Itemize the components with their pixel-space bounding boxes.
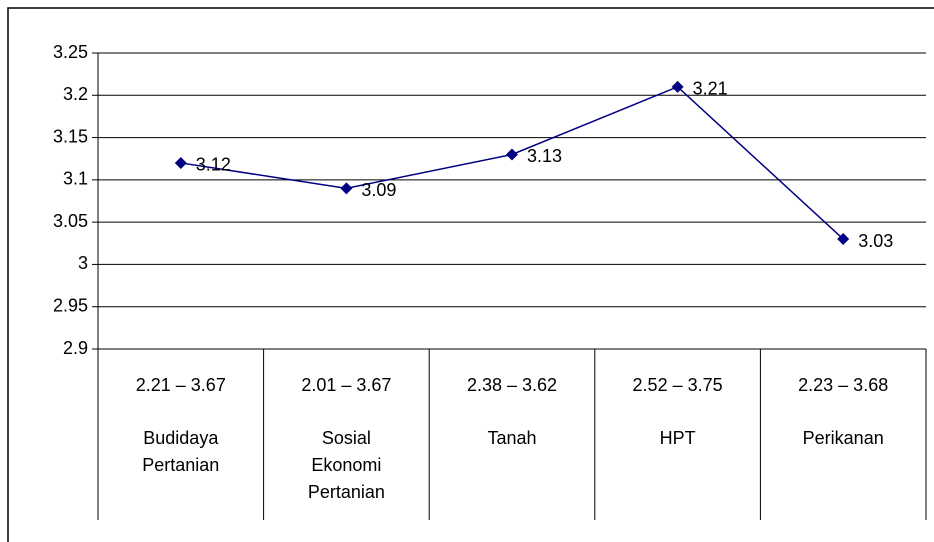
category-range: 2.21 – 3.67 <box>136 375 226 395</box>
y-tick-label: 3.1 <box>63 169 88 189</box>
y-tick-label: 3.05 <box>53 211 88 231</box>
point <box>506 148 518 161</box>
series-line <box>180 85 844 240</box>
category-range: 2.52 – 3.75 <box>633 375 723 395</box>
point <box>174 156 187 169</box>
x-tick-label: Tanah <box>487 428 537 448</box>
data-label: 3.13 <box>527 146 562 166</box>
y-tick-label: 2.95 <box>53 295 88 315</box>
y-tick-label: 3.15 <box>53 126 88 146</box>
point <box>340 182 353 195</box>
data-label: 3.21 <box>693 79 728 99</box>
y-tick-label: 3.25 <box>53 42 88 62</box>
data-label: 3.12 <box>196 155 231 175</box>
x-tick-label: Sosial Ekonomi Pertanian <box>307 428 385 502</box>
category-range: 2.01 – 3.67 <box>301 375 391 395</box>
category-range: 2.38 – 3.62 <box>467 375 557 395</box>
data-label: 3.03 <box>858 231 893 251</box>
x-tick-label: Perikanan <box>802 428 884 448</box>
category-range: 2.23 – 3.68 <box>798 375 888 395</box>
point <box>671 80 684 93</box>
x-tick-label: Budidaya Pertanian <box>142 428 220 475</box>
y-tick-label: 3.2 <box>63 84 88 104</box>
point <box>837 233 850 246</box>
frame <box>7 7 934 542</box>
y-tick-label: 2.9 <box>63 338 88 358</box>
data-label: 3.09 <box>361 180 396 200</box>
x-tick-label: HPT <box>659 428 696 448</box>
y-tick-label: 3 <box>78 253 88 273</box>
